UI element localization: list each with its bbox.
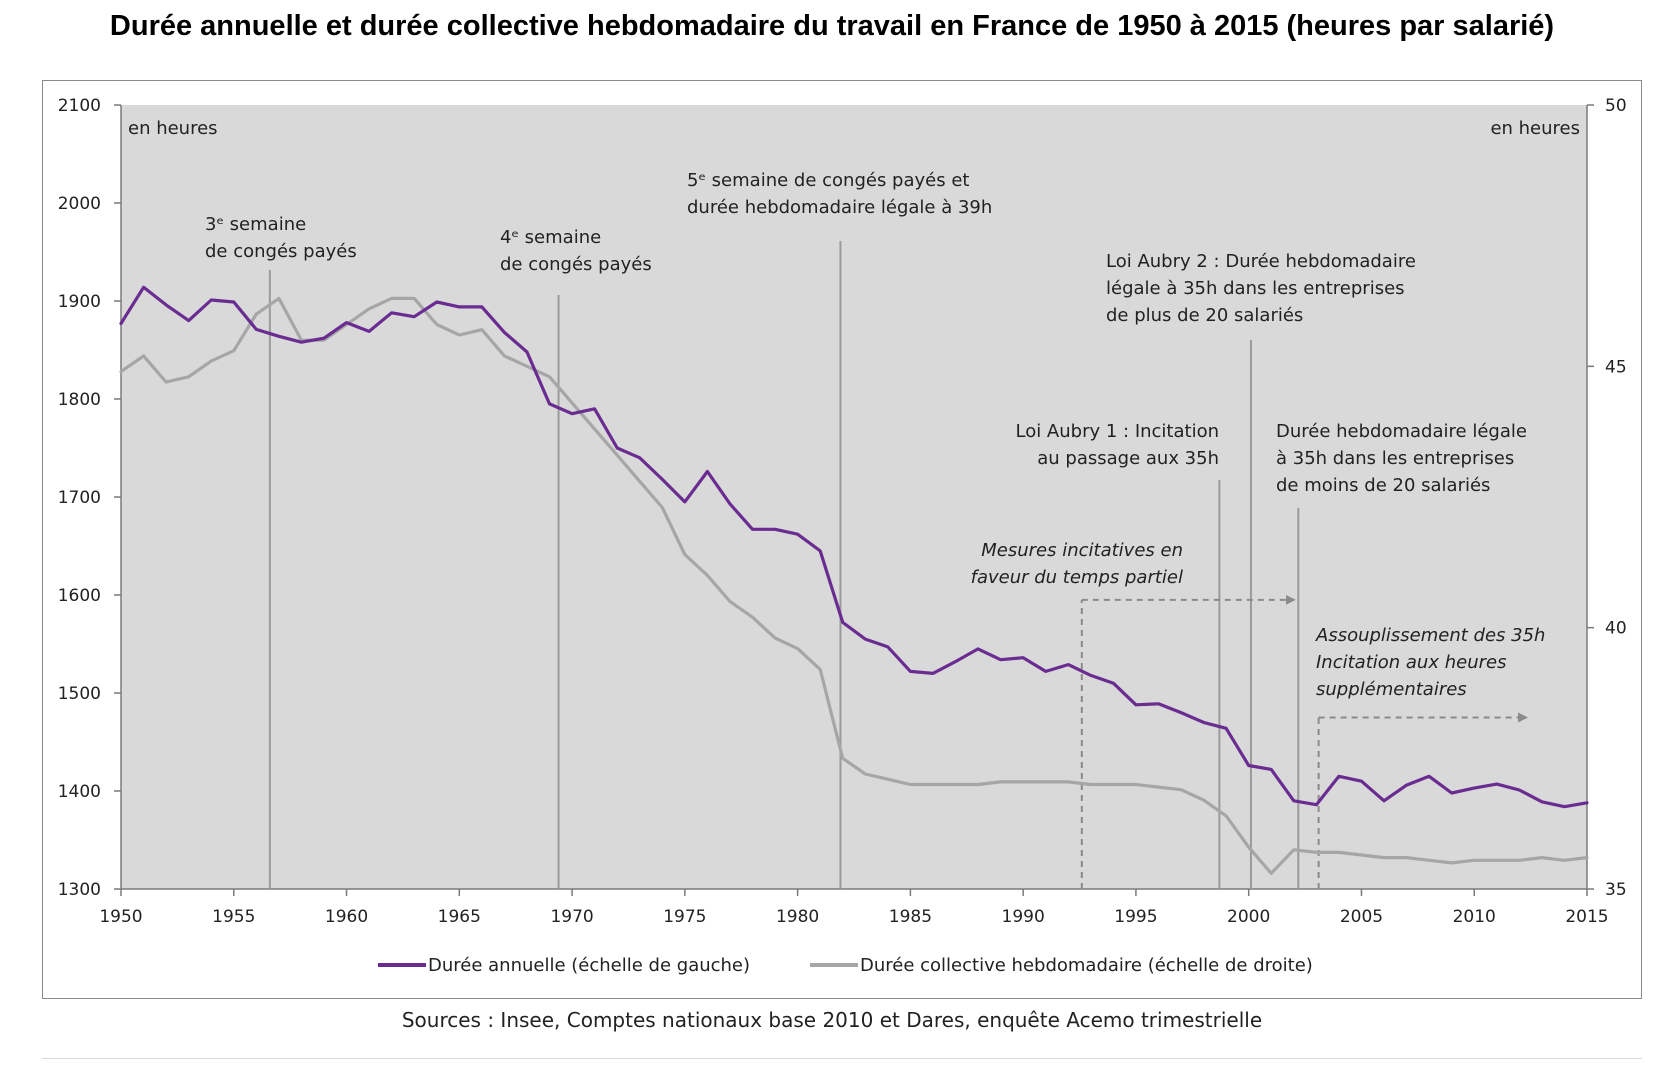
annotation-text: à 35h dans les entreprises: [1276, 448, 1514, 469]
annotation-text: 5ᵉ semaine de congés payés et: [687, 170, 969, 191]
x-tick-label: 1975: [663, 907, 706, 927]
annotation-text: au passage aux 35h: [1037, 448, 1219, 469]
y-left-axis-label: en heures: [128, 118, 218, 139]
y-left-tick-label: 2100: [58, 96, 101, 116]
x-tick-label: 1960: [325, 907, 368, 927]
annotation-text: Durée hebdomadaire légale: [1276, 421, 1527, 442]
chart-title: Durée annuelle et durée collective hebdo…: [109, 10, 1555, 42]
series-line-annual: [119, 285, 1589, 809]
annotation-text: Loi Aubry 1 : Incitation: [1015, 421, 1219, 442]
annotation-text: Incitation aux heures: [1316, 652, 1506, 673]
x-tick-label: 1955: [212, 907, 255, 927]
annotation-text: légale à 35h dans les entreprises: [1106, 278, 1405, 299]
x-tick-label: 1985: [889, 907, 932, 927]
y-right-axis-label: en heures: [1490, 118, 1580, 139]
y-left-tick-label: 2000: [58, 194, 101, 214]
x-tick-label: 1995: [1114, 907, 1157, 927]
y-left-tick-label: 1400: [58, 782, 101, 802]
annotation-text: de congés payés: [500, 254, 652, 275]
x-tick-label: 2010: [1453, 907, 1496, 927]
y-right-tick-label: 40: [1605, 619, 1627, 639]
legend-label-annual: Durée annuelle (échelle de gauche): [428, 955, 750, 976]
series-line-weekly: [119, 296, 1589, 875]
annotation-text: de moins de 20 salariés: [1276, 475, 1490, 496]
x-tick-label: 1990: [1002, 907, 1045, 927]
x-tick-label: 2015: [1565, 907, 1608, 927]
y-left-tick-label: 1500: [58, 684, 101, 704]
y-right-tick-label: 35: [1605, 880, 1627, 900]
x-tick-label: 1980: [776, 907, 819, 927]
x-tick-label: 2005: [1340, 907, 1383, 927]
source-note: Sources : Insee, Comptes nationaux base …: [401, 1008, 1263, 1032]
x-tick-label: 1950: [99, 907, 142, 927]
y-left-tick-label: 1900: [58, 292, 101, 312]
y-left-tick-label: 1600: [58, 586, 101, 606]
annotation-text: supplémentaires: [1316, 679, 1467, 700]
annotation-text: de congés payés: [205, 241, 357, 262]
annotation-text: durée hebdomadaire légale à 39h: [687, 197, 992, 218]
y-right-tick-label: 50: [1605, 96, 1627, 116]
annotation-text: 3ᵉ semaine: [205, 214, 306, 235]
plot-area: [121, 105, 1587, 889]
y-left-tick-label: 1300: [58, 880, 101, 900]
annotation-text: Mesures incitatives en: [981, 540, 1183, 561]
y-right-tick-label: 45: [1605, 357, 1627, 377]
x-tick-label: 2000: [1227, 907, 1270, 927]
x-tick-label: 1965: [438, 907, 481, 927]
bottom-rule: [42, 1058, 1642, 1059]
annotation-text: faveur du temps partiel: [971, 567, 1183, 588]
y-left-tick-label: 1700: [58, 488, 101, 508]
annotation-text: de plus de 20 salariés: [1106, 305, 1303, 326]
y-left-tick-label: 1800: [58, 390, 101, 410]
legend-label-weekly: Durée collective hebdomadaire (échelle d…: [860, 955, 1313, 976]
annotation-text: 4ᵉ semaine: [500, 227, 601, 248]
annotation-text: Loi Aubry 2 : Durée hebdomadaire: [1106, 251, 1416, 272]
x-tick-label: 1970: [550, 907, 593, 927]
annotation-text: Assouplissement des 35h: [1315, 625, 1545, 646]
